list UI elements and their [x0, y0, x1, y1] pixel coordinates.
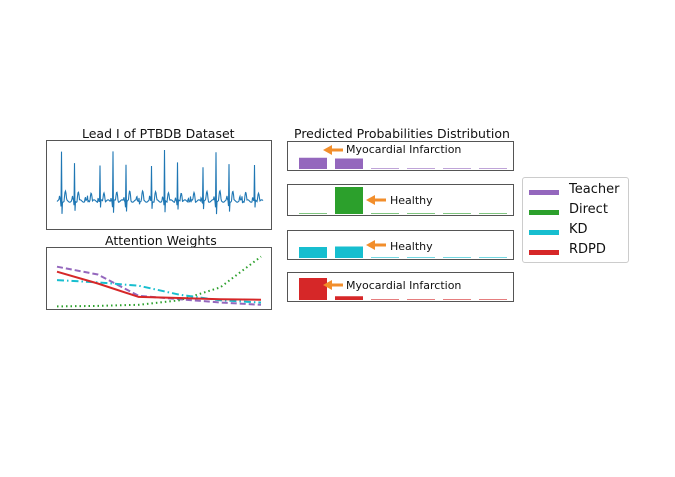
ecg-title: Lead I of PTBDB Dataset — [82, 126, 235, 141]
prob-plot-kd — [299, 240, 507, 258]
prob-bar-kd-1 — [335, 246, 363, 258]
prob-plot-rdpd — [299, 278, 507, 300]
annotation-direct: Healthy — [390, 194, 433, 207]
prob-bar-kd-4 — [443, 257, 471, 258]
attention-line-rdpd — [56, 270, 262, 301]
prob-bar-teacher-0 — [299, 157, 327, 169]
prob-bar-direct-4 — [443, 213, 471, 214]
prob-bar-kd-3 — [407, 257, 435, 258]
prob-bar-kd-5 — [479, 257, 507, 258]
prob-plot-teacher — [299, 145, 507, 169]
legend-swatch-teacher — [529, 190, 559, 195]
legend-label-direct: Direct — [569, 202, 608, 217]
prob-bar-teacher-2 — [371, 168, 399, 169]
prob-row-direct: Healthy — [287, 184, 514, 216]
prob-bar-rdpd-1 — [335, 296, 363, 300]
annotation-arrow-icon — [323, 145, 343, 155]
prob-bar-direct-2 — [371, 213, 399, 214]
prob-bar-teacher-4 — [443, 168, 471, 169]
annotation-arrow-icon — [366, 240, 386, 250]
prob-row-teacher: Myocardial Infarction — [287, 141, 514, 171]
annotation-arrow-icon — [366, 195, 386, 205]
annotation-rdpd: Myocardial Infarction — [346, 279, 462, 292]
prob-bar-rdpd-3 — [407, 299, 435, 300]
prob-plot-direct — [299, 187, 507, 214]
annotation-arrow-icon — [323, 280, 343, 290]
legend-label-rdpd: RDPD — [569, 242, 606, 257]
prob-bar-teacher-3 — [407, 168, 435, 169]
prob-bar-direct-1 — [335, 187, 363, 214]
prob-bar-direct-0 — [299, 213, 327, 214]
prob-row-kd: Healthy — [287, 230, 514, 260]
attention-plot — [56, 255, 262, 308]
prob-bar-rdpd-5 — [479, 299, 507, 300]
legend-label-kd: KD — [569, 222, 588, 237]
prob-bar-teacher-1 — [335, 158, 363, 169]
prob-bar-kd-2 — [371, 257, 399, 258]
prob-bar-rdpd-2 — [371, 299, 399, 300]
legend-label-teacher: Teacher — [569, 182, 620, 197]
ecg-panel — [46, 140, 272, 230]
legend-swatch-kd — [529, 230, 559, 235]
legend-swatch-direct — [529, 210, 559, 215]
annotation-kd: Healthy — [390, 240, 433, 253]
prob-title: Predicted Probabilities Distribution — [294, 126, 510, 141]
annotation-teacher: Myocardial Infarction — [346, 143, 462, 156]
prob-bar-teacher-5 — [479, 168, 507, 169]
prob-row-rdpd: Myocardial Infarction — [287, 272, 514, 302]
prob-bar-rdpd-0 — [299, 278, 327, 300]
prob-bar-direct-3 — [407, 213, 435, 214]
legend-swatch-rdpd — [529, 250, 559, 255]
attention-panel — [46, 247, 272, 310]
attention-title: Attention Weights — [105, 233, 217, 248]
prob-bar-rdpd-4 — [443, 299, 471, 300]
prob-bar-direct-5 — [479, 213, 507, 214]
legend: Teacher Direct KD RDPD — [522, 177, 629, 263]
ecg-signal-line — [56, 149, 264, 215]
prob-bar-kd-0 — [299, 247, 327, 258]
ecg-plot — [56, 149, 264, 215]
